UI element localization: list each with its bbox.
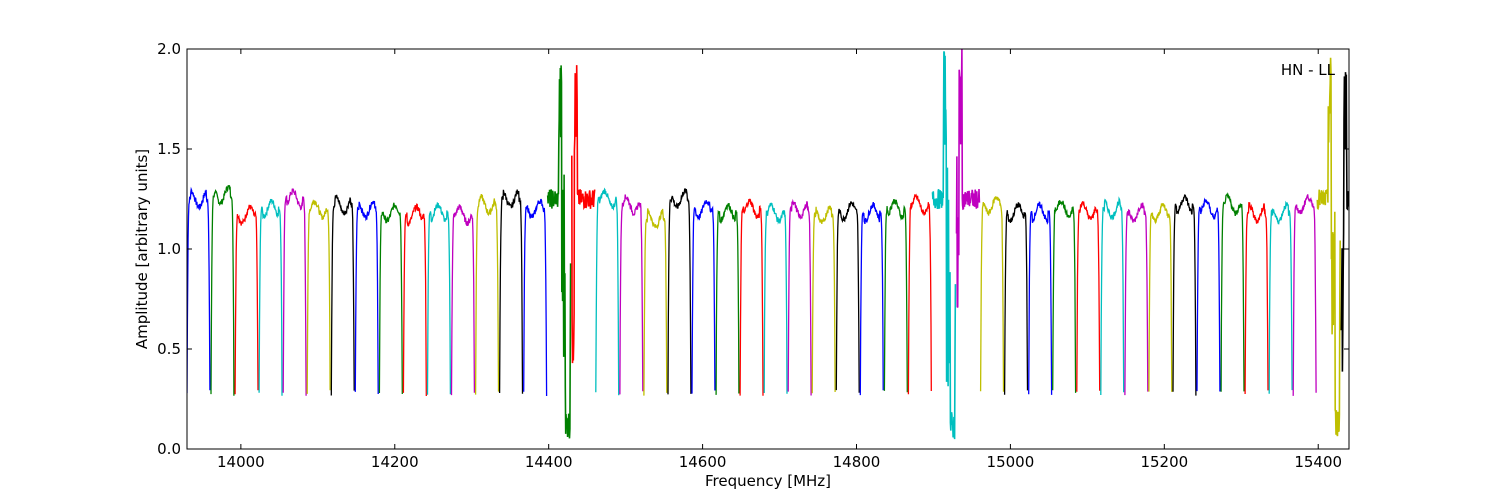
x-tick-label: 15000 [987, 453, 1035, 471]
channel-line [210, 185, 235, 396]
channel-line [1244, 202, 1269, 395]
channel-line [715, 203, 740, 395]
x-tick-label: 15200 [1140, 453, 1188, 471]
channel-line [282, 187, 307, 396]
channel-line [187, 186, 211, 394]
channel-line [1268, 200, 1293, 394]
y-tick-label: 0.0 [157, 440, 181, 458]
channel-line [907, 193, 932, 395]
channel-line [763, 202, 788, 394]
channel-line [787, 198, 812, 396]
channel-line [835, 201, 860, 393]
channel-line [979, 196, 1005, 392]
channel-line [667, 188, 692, 395]
channel-line [739, 198, 764, 396]
channel-line [1220, 192, 1245, 392]
chart-annotation: HN - LL [1281, 61, 1336, 79]
y-tick-label: 1.5 [157, 140, 181, 158]
channel-line [330, 194, 355, 396]
channel-line [1124, 202, 1149, 396]
x-tick-label: 15400 [1294, 453, 1342, 471]
channel-line [474, 194, 500, 395]
channel-line [859, 201, 884, 396]
channel-line [1028, 201, 1053, 395]
channel-line [1100, 196, 1125, 396]
channel-line [643, 208, 668, 396]
channel-line [498, 189, 524, 394]
channel-line [1148, 203, 1173, 392]
channel-line [402, 203, 427, 397]
channel-line [1196, 197, 1221, 392]
channel-line [450, 204, 476, 396]
channel-line [1003, 202, 1029, 395]
channel-line [523, 198, 548, 397]
channel-line [811, 205, 836, 394]
x-tick-label: 14400 [525, 453, 573, 471]
channel-line [1052, 200, 1077, 393]
x-axis-label: Frequency [MHz] [705, 472, 831, 490]
channel-line [883, 199, 908, 393]
channel-line [595, 187, 620, 396]
x-tick-label: 14200 [371, 453, 419, 471]
channel-line [378, 202, 403, 395]
channel-line [234, 204, 259, 395]
channel-line [1076, 201, 1101, 392]
channel-line [931, 51, 957, 440]
channel-line [1316, 57, 1341, 437]
channel-line [354, 200, 379, 395]
channel-line [426, 202, 452, 395]
y-axis-label: Amplitude [arbitrary units] [133, 149, 151, 349]
series-layer [187, 49, 1349, 440]
axes-frame [186, 48, 1350, 450]
channel-line [619, 194, 644, 395]
x-tick-label: 14000 [217, 453, 265, 471]
channel-line [955, 49, 981, 308]
tick-layer: 14000 14200 14400 14600 14800 15000 15200 15400… [157, 40, 1349, 471]
channel-line [570, 65, 596, 364]
channel-line [306, 199, 331, 394]
channel-line [258, 198, 283, 396]
y-tick-label: 0.5 [157, 340, 181, 358]
y-tick-label: 2.0 [157, 40, 181, 58]
x-tick-label: 14600 [679, 453, 727, 471]
x-tick-label: 14800 [833, 453, 881, 471]
channel-line [691, 200, 716, 394]
channel-line [1292, 194, 1317, 396]
channel-line [546, 65, 572, 439]
channel-line [1172, 194, 1197, 396]
y-tick-label: 1.0 [157, 240, 181, 258]
